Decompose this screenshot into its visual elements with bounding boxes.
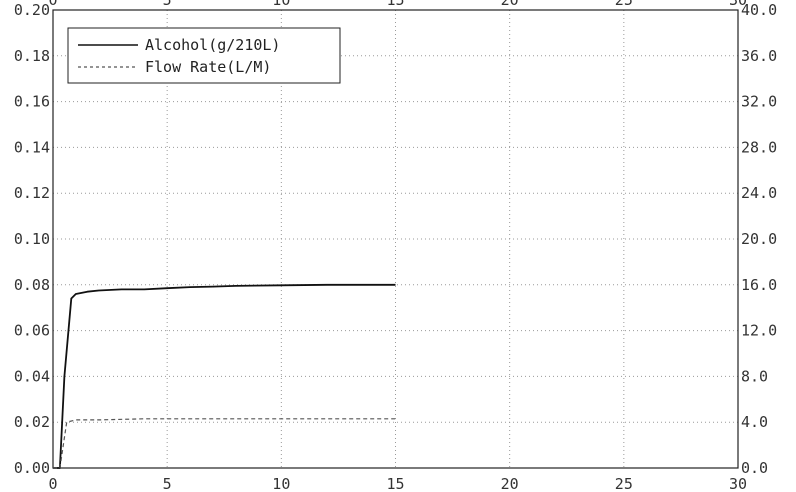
series	[53, 283, 396, 469]
y-right-tick-label: 32.0	[741, 93, 777, 111]
x-tick-label: 15	[386, 475, 404, 492]
x-tick-label-top: 0	[48, 0, 57, 9]
y-right-tick-label: 0.0	[741, 459, 768, 477]
y-left-tick-label: 0.12	[14, 184, 50, 202]
series-alcohol-line	[53, 283, 396, 469]
y-right-tick-label: 24.0	[741, 184, 777, 202]
x-tick-label-top: 30	[729, 0, 747, 9]
y-left-tick-label: 0.18	[14, 47, 50, 65]
y-left-tick-label: 0.08	[14, 276, 50, 294]
y-right-tick-label: 12.0	[741, 322, 777, 340]
y-left-tick-label: 0.04	[14, 367, 50, 385]
y-left-tick-label: 0.02	[14, 413, 50, 431]
plot-frame	[52, 9, 739, 469]
y-right-tick-label: 28.0	[741, 138, 777, 156]
y-right-tick-label: 16.0	[741, 276, 777, 294]
x-tick-label: 25	[615, 475, 633, 492]
x-tick-label: 0	[48, 475, 57, 492]
x-tick-label-top: 5	[163, 0, 172, 9]
grid	[53, 10, 738, 468]
y-right-tick-label: 36.0	[741, 47, 777, 65]
y-right-tick-label: 8.0	[741, 367, 768, 385]
y-right-tick-label: 4.0	[741, 413, 768, 431]
x-tick-label: 5	[163, 475, 172, 492]
y-left-tick-label: 0.14	[14, 138, 50, 156]
legend-alcohol-label: Alcohol(g/210L)	[145, 36, 280, 54]
legend: Alcohol(g/210L) Flow Rate(L/M)	[67, 27, 341, 84]
y-left-tick-label: 0.16	[14, 93, 50, 111]
x-tick-label-top: 15	[386, 0, 404, 9]
x-tick-label-top: 10	[272, 0, 290, 9]
x-tick-label: 30	[729, 475, 747, 492]
y-left-tick-label: 0.00	[14, 459, 50, 477]
x-tick-label-top: 20	[501, 0, 519, 9]
tick-labels: 0 0 5 5 10 10 15 15 20 20 25 25 30 30 0.00 0.02 0.04 0.06…	[14, 0, 777, 492]
x-tick-label: 10	[272, 475, 290, 492]
x-tick-label: 20	[501, 475, 519, 492]
legend-flow-label: Flow Rate(L/M)	[145, 58, 271, 76]
legend-box	[67, 27, 341, 84]
y-left-tick-label: 0.10	[14, 230, 50, 248]
series-flow-rate-line	[53, 418, 396, 469]
y-right-tick-label: 20.0	[741, 230, 777, 248]
y-right-tick-label: 40.0	[741, 1, 777, 19]
y-left-tick-label: 0.06	[14, 322, 50, 340]
y-left-tick-label: 0.20	[14, 1, 50, 19]
x-tick-label-top: 25	[615, 0, 633, 9]
